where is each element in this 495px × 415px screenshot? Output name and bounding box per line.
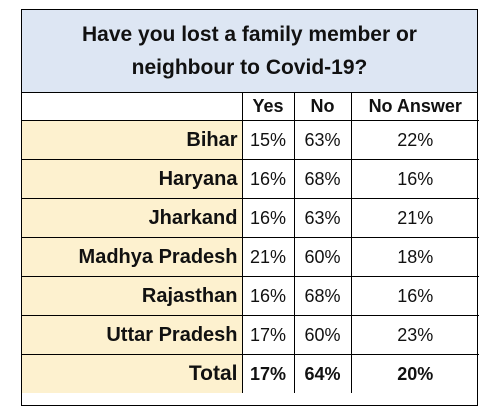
results-table: Yes No No Answer Bihar 15% 63% 22% Harya… xyxy=(22,93,479,393)
column-header-yes: Yes xyxy=(241,93,295,121)
cell-yes: 16% xyxy=(241,159,295,199)
cell-no-answer: 18% xyxy=(350,237,479,277)
row-label: Bihar xyxy=(22,120,243,160)
survey-table: Have you lost a family member or neighbo… xyxy=(21,9,479,406)
cell-no: 60% xyxy=(293,237,352,277)
cell-no-answer: 16% xyxy=(350,276,479,316)
row-label: Madhya Pradesh xyxy=(22,237,243,277)
column-header-no: No xyxy=(293,93,352,121)
cell-no-answer: 21% xyxy=(350,198,479,238)
table-row: Jharkand 16% 63% 21% xyxy=(22,198,479,238)
cell-yes: 16% xyxy=(241,276,295,316)
column-header-no-answer: No Answer xyxy=(350,93,479,121)
cell-no-answer: 22% xyxy=(350,120,479,160)
header-blank-cell xyxy=(22,93,243,121)
cell-no: 63% xyxy=(293,120,352,160)
cell-no: 63% xyxy=(293,198,352,238)
total-row: Total 17% 64% 20% xyxy=(22,354,479,393)
row-label: Haryana xyxy=(22,159,243,199)
total-no-answer: 20% xyxy=(350,354,479,393)
table-row: Rajasthan 16% 68% 16% xyxy=(22,276,479,316)
total-yes: 17% xyxy=(241,354,295,393)
cell-no: 68% xyxy=(293,276,352,316)
total-no: 64% xyxy=(293,354,352,393)
row-label: Uttar Pradesh xyxy=(22,315,243,355)
table-row: Uttar Pradesh 17% 60% 23% xyxy=(22,315,479,355)
total-label: Total xyxy=(22,354,243,393)
row-label: Jharkand xyxy=(22,198,243,238)
row-label: Rajasthan xyxy=(22,276,243,316)
cell-no: 68% xyxy=(293,159,352,199)
table-row: Haryana 16% 68% 16% xyxy=(22,159,479,199)
cell-no-answer: 16% xyxy=(350,159,479,199)
table-title: Have you lost a family member or neighbo… xyxy=(22,10,477,93)
cell-no: 60% xyxy=(293,315,352,355)
header-row: Yes No No Answer xyxy=(22,93,479,121)
cell-no-answer: 23% xyxy=(350,315,479,355)
table-row: Madhya Pradesh 21% 60% 18% xyxy=(22,237,479,277)
cell-yes: 21% xyxy=(241,237,295,277)
table-row: Bihar 15% 63% 22% xyxy=(22,120,479,160)
cell-yes: 17% xyxy=(241,315,295,355)
cell-yes: 16% xyxy=(241,198,295,238)
cell-yes: 15% xyxy=(241,120,295,160)
